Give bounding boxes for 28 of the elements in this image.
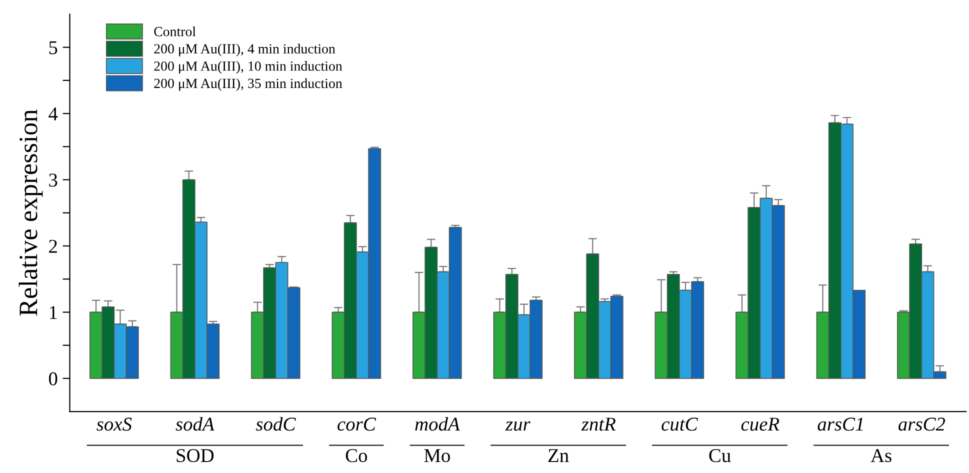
legend-label: 200 μM Au(III), 4 min induction xyxy=(154,44,336,56)
legend-label: 200 μM Au(III), 10 min induction xyxy=(154,61,342,74)
x-tick-label: corC xyxy=(338,418,376,431)
x-tick-label: soxS xyxy=(96,418,132,431)
text: Zn xyxy=(548,449,569,462)
x-tick-label: cueR xyxy=(741,418,780,431)
text: Co xyxy=(346,449,368,462)
legend-label: Control xyxy=(154,26,196,36)
x-tick-label: zur xyxy=(505,421,530,431)
text: Mo xyxy=(424,449,450,462)
x-tick-label: sodC xyxy=(256,417,296,431)
y-tick-label: 1 xyxy=(50,306,57,319)
text: Cu xyxy=(709,449,731,462)
x-tick-label: zntR xyxy=(581,418,616,431)
x-tick-label: cutC xyxy=(662,418,698,431)
x-tick-label: modA xyxy=(415,417,460,431)
y-tick-label: 4 xyxy=(48,107,58,120)
y-tick-label: 5 xyxy=(49,41,58,54)
y-axis-title: Relative expression xyxy=(18,110,43,316)
text: SOD xyxy=(176,449,214,462)
x-tick-label: sodA xyxy=(176,417,214,431)
y-tick-label: 0 xyxy=(48,372,58,386)
x-tick-label: arsC1 xyxy=(818,418,863,431)
legend-label: 200 μM Au(III), 35 min induction xyxy=(154,78,342,91)
x-tick-label: arsC2 xyxy=(898,418,946,431)
y-tick-label: 2 xyxy=(49,240,57,253)
text: As xyxy=(870,449,892,462)
y-tick-label: 3 xyxy=(49,174,58,187)
